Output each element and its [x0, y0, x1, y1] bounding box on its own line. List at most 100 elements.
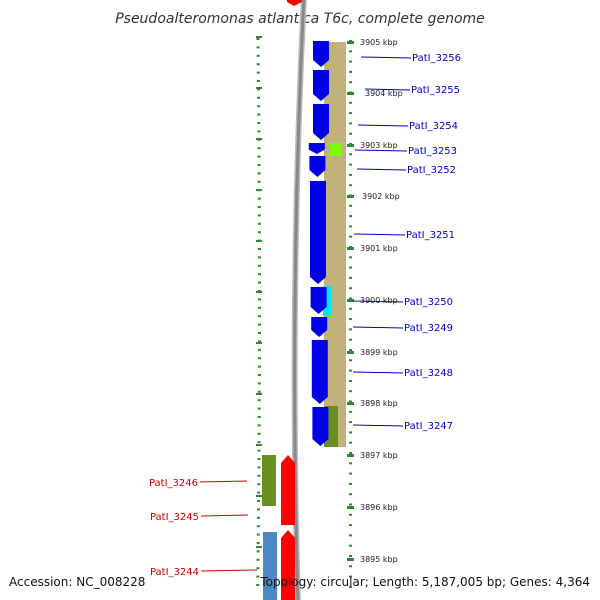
tick-label: 3902 kbp	[362, 192, 400, 201]
cds-forward-arrow	[313, 41, 329, 67]
gene-label-leader	[353, 233, 406, 236]
ruler-tick	[349, 534, 352, 537]
ruler-tick	[349, 544, 352, 547]
minor-tick	[257, 281, 261, 284]
minor-tick	[257, 441, 261, 444]
gene-label-leader	[352, 424, 404, 427]
tick-label: 3901 kbp	[360, 244, 398, 253]
cds-reverse-arrow	[287, 0, 302, 6]
major-tick	[347, 351, 354, 354]
minor-tick	[257, 256, 261, 259]
ruler-tick	[349, 493, 352, 496]
minor-tick	[256, 138, 262, 140]
gene-label-leader	[352, 300, 404, 303]
ruler-tick	[349, 452, 352, 454]
ruler-tick	[349, 379, 352, 382]
gene-label-forward: PatI_3254	[409, 121, 458, 132]
ruler-tick	[349, 60, 352, 63]
minor-tick	[256, 533, 260, 536]
minor-tick	[256, 584, 260, 586]
ruler-tick	[349, 70, 352, 73]
minor-tick	[256, 38, 260, 40]
gene-label-forward: PatI_3250	[404, 297, 453, 308]
minor-tick	[257, 315, 261, 318]
ruler-tick	[349, 81, 352, 84]
major-tick	[347, 299, 354, 302]
minor-tick	[257, 458, 261, 460]
ruler-tick	[349, 441, 352, 444]
ruler-tick	[349, 235, 352, 238]
tick-label: 3903 kbp	[360, 141, 398, 150]
cds-forward-arrow	[313, 104, 329, 140]
minor-tick	[257, 332, 261, 334]
minor-tick	[257, 340, 261, 343]
minor-tick	[257, 88, 261, 91]
ruler-tick	[349, 462, 352, 465]
minor-tick	[256, 567, 260, 570]
gene-label-forward: PatI_3253	[408, 146, 457, 157]
gene-label-forward: PatI_3249	[404, 323, 453, 334]
ruler-tick	[349, 112, 352, 115]
minor-tick	[257, 390, 261, 393]
minor-tick	[257, 264, 261, 267]
topology-label: Topology: circular; Length: 5,187,005 bp…	[260, 575, 590, 589]
ruler-tick	[349, 297, 352, 300]
ruler-tick	[349, 400, 352, 403]
ruler-tick	[349, 122, 352, 125]
minor-tick	[257, 248, 261, 250]
gene-label-leader	[354, 149, 408, 152]
minor-tick	[256, 525, 260, 528]
tick-label: 3904 kbp	[365, 89, 403, 98]
minor-tick	[256, 444, 262, 446]
ruler-tick	[349, 575, 352, 578]
ruler-tick	[349, 153, 352, 156]
ruler-tick	[349, 390, 352, 393]
gene-label-leader	[364, 88, 411, 91]
major-tick	[347, 454, 354, 457]
cog-block	[323, 286, 331, 316]
ruler-tick	[349, 431, 352, 434]
ruler-tick	[349, 266, 352, 269]
minor-tick	[257, 500, 261, 502]
gene-label-reverse: PatI_3246	[149, 478, 198, 489]
major-tick	[347, 558, 354, 561]
ruler-tick	[349, 173, 352, 176]
minor-tick	[257, 96, 261, 99]
minor-tick	[257, 432, 261, 435]
minor-tick	[257, 449, 261, 452]
gene-label-leader	[356, 168, 407, 171]
tick-label: 3900 kbp	[360, 296, 398, 305]
minor-tick	[256, 546, 262, 548]
ruler-tick	[349, 503, 352, 506]
gene-label-forward: PatI_3247	[404, 421, 453, 432]
ruler-tick	[349, 349, 352, 351]
minor-tick	[257, 399, 261, 402]
gene-label-leader	[352, 326, 404, 329]
major-tick	[347, 92, 354, 95]
ruler-tick	[349, 369, 352, 372]
minor-tick	[257, 374, 261, 376]
minor-tick	[257, 113, 261, 116]
minor-tick	[257, 365, 261, 368]
minor-tick	[257, 407, 261, 410]
ruler-tick	[349, 307, 352, 310]
rna-feature	[263, 532, 277, 600]
gene-label-forward: PatI_3255	[411, 85, 460, 96]
minor-tick	[257, 105, 261, 108]
major-tick	[347, 247, 354, 250]
tick-label: 3895 kbp	[360, 555, 398, 564]
cds-reverse-arrow	[281, 530, 295, 600]
minor-tick	[257, 180, 261, 183]
minor-tick	[256, 189, 262, 191]
minor-tick	[257, 155, 261, 158]
cds-forward-arrow	[309, 156, 326, 177]
ruler-tick	[349, 338, 352, 341]
ruler-tick	[349, 163, 352, 166]
minor-tick	[257, 222, 261, 225]
minor-tick	[257, 172, 261, 175]
cds-forward-arrow	[310, 287, 327, 314]
minor-tick	[257, 130, 261, 133]
minor-tick	[257, 483, 261, 486]
ruler-tick	[349, 555, 352, 557]
